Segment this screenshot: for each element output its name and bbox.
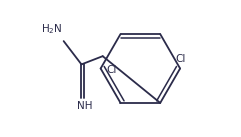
Text: Cl: Cl [107,65,117,75]
Text: NH: NH [77,101,92,111]
Text: Cl: Cl [175,54,185,64]
Text: H$_2$N: H$_2$N [41,22,62,36]
